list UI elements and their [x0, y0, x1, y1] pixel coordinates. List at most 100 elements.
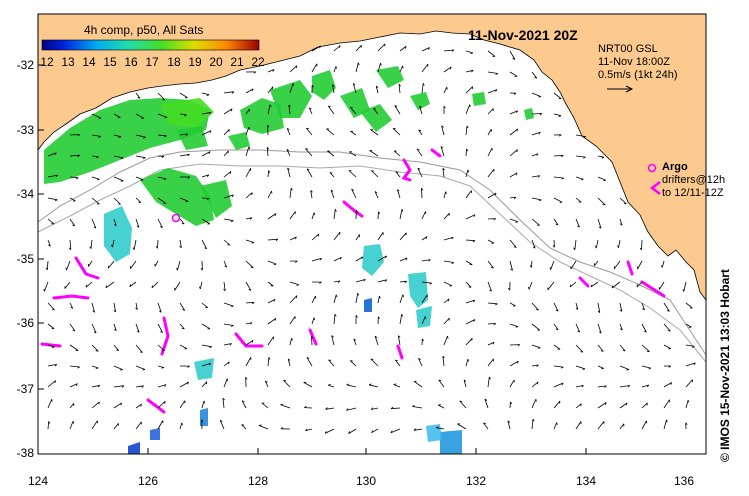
- current-vector: [465, 260, 473, 265]
- current-vector: [201, 111, 212, 115]
- current-vector-head: [283, 379, 286, 382]
- current-vector-head: [438, 379, 442, 382]
- current-vector: [553, 302, 559, 312]
- current-vector-head: [416, 148, 420, 151]
- current-vector-head: [603, 179, 606, 182]
- current-vector: [351, 188, 357, 199]
- current-vector-head: [304, 405, 307, 408]
- current-vector: [245, 322, 252, 325]
- current-vector: [597, 302, 601, 313]
- current-vector: [91, 344, 99, 352]
- current-vector-head: [89, 246, 92, 249]
- current-vector-head: [666, 419, 668, 423]
- current-vector: [310, 190, 313, 199]
- current-scale: 0.5m/s (1kt 24h): [598, 69, 678, 81]
- current-vector-head: [95, 350, 99, 352]
- current-vector: [311, 336, 313, 346]
- current-vector: [531, 218, 540, 226]
- current-vector: [641, 344, 650, 352]
- current-vector: [509, 110, 518, 115]
- lon-tick-label: 126: [137, 474, 159, 488]
- current-vector: [327, 105, 335, 115]
- current-vector-head: [402, 65, 404, 69]
- current-vector: [443, 260, 454, 263]
- current-vector-head: [231, 194, 234, 198]
- current-vector-head: [328, 105, 331, 108]
- current-vector: [264, 380, 269, 388]
- current-vector: [348, 170, 357, 178]
- current-vector: [245, 339, 254, 346]
- current-vector: [201, 92, 210, 96]
- current-vector: [129, 281, 137, 288]
- current-vector: [91, 113, 102, 119]
- current-vector-head: [516, 149, 518, 153]
- current-vector-head: [286, 128, 290, 131]
- current-vector-head: [473, 319, 476, 322]
- current-vector: [223, 281, 226, 291]
- current-vector-head: [379, 295, 381, 299]
- lat-tick-label: -38: [16, 446, 34, 460]
- current-vector: [289, 281, 300, 286]
- current-vector-head: [251, 192, 253, 196]
- current-vector: [597, 344, 604, 352]
- current-vector-head: [258, 424, 262, 426]
- current-vector-head: [555, 328, 559, 331]
- current-vector: [179, 92, 188, 99]
- current-vector: [135, 176, 144, 181]
- current-vector: [135, 155, 146, 159]
- colorbar-tick: 13: [61, 55, 75, 69]
- current-vector: [417, 167, 423, 178]
- current-vector: [289, 236, 297, 241]
- current-vector: [419, 105, 423, 115]
- current-vector-head: [306, 127, 309, 130]
- current-vector-head: [373, 107, 376, 110]
- current-vector: [487, 281, 492, 292]
- current-vector-head: [248, 289, 252, 291]
- current-vector: [553, 218, 559, 226]
- current-vector-head: [393, 383, 397, 385]
- current-vector: [465, 239, 476, 242]
- current-vector-head: [181, 422, 183, 426]
- current-vector-head: [536, 364, 539, 367]
- current-vector-head: [619, 223, 623, 226]
- current-vector-head: [384, 279, 388, 282]
- current-vector: [135, 218, 140, 228]
- current-vector: [219, 420, 225, 430]
- current-vector: [245, 281, 252, 291]
- current-vector-head: [471, 70, 474, 73]
- current-vector-head: [77, 134, 81, 137]
- current-vector-head: [142, 369, 145, 371]
- current-vector: [258, 425, 269, 430]
- current-vector: [618, 239, 621, 248]
- current-vector-head: [229, 171, 232, 174]
- colorbar-tick: 22: [251, 55, 265, 69]
- current-vector-head: [513, 246, 517, 248]
- current-vector: [157, 384, 167, 388]
- current-vector-head: [199, 286, 201, 290]
- current-vector-head: [201, 419, 204, 422]
- current-vector: [223, 260, 228, 268]
- current-vector-head: [331, 335, 334, 338]
- current-vector: [465, 169, 469, 178]
- current-vector-head: [597, 310, 601, 313]
- current-vector-head: [558, 115, 562, 117]
- current-vector-head: [515, 326, 519, 328]
- current-vector: [619, 365, 630, 370]
- current-vector: [355, 279, 366, 283]
- current-vector: [570, 260, 577, 270]
- current-vector: [289, 188, 292, 199]
- current-vector-head: [555, 309, 559, 312]
- current-vector-head: [517, 360, 519, 364]
- current-vector: [135, 403, 142, 409]
- current-vector-head: [55, 174, 59, 178]
- current-vector: [135, 421, 142, 430]
- current-vector-head: [230, 325, 234, 327]
- current-vector-head: [328, 384, 331, 386]
- current-vector: [553, 422, 558, 430]
- current-vector: [245, 88, 254, 94]
- current-vector: [47, 218, 55, 225]
- current-vector-head: [140, 351, 143, 353]
- current-vector: [619, 344, 626, 352]
- current-vector: [46, 260, 49, 270]
- current-vector: [531, 399, 537, 409]
